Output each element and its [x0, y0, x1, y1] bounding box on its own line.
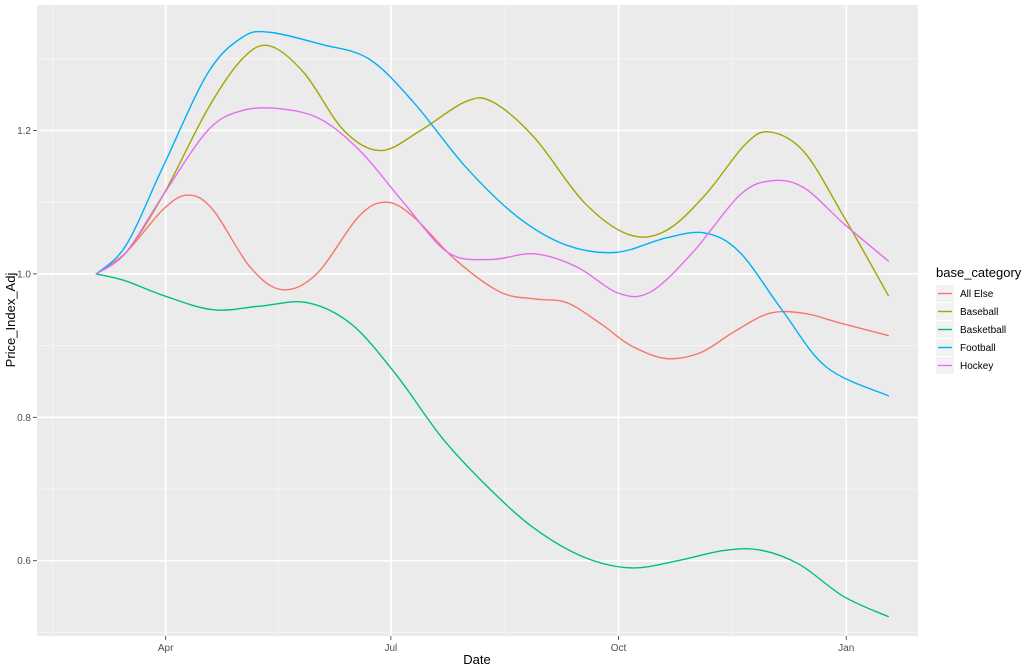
x-axis-title: Date: [463, 652, 490, 667]
series-line-baseball: [95, 44, 889, 297]
legend-item-football: Football: [936, 339, 996, 356]
major-gridlines: [37, 5, 918, 636]
x-tick-label: Apr: [158, 643, 174, 654]
y-tick-label: 0.6: [17, 556, 31, 567]
legend-item-hockey: Hockey: [936, 357, 993, 374]
y-axis: 0.6 0.8 1.0 1.2: [17, 126, 37, 567]
x-tick-label: Oct: [611, 643, 627, 654]
series-lines: [95, 30, 889, 618]
series-line-hockey: [95, 107, 889, 298]
y-axis-title: Price_Index_Adj: [3, 273, 18, 368]
legend: base_category All Else Baseball Basketball…: [936, 265, 1022, 374]
y-tick-label: 0.8: [17, 413, 31, 424]
legend-item-all-else: All Else: [936, 285, 994, 302]
x-tick-label: Jul: [384, 643, 397, 654]
plot-panel: [37, 5, 918, 636]
y-tick-label: 1.2: [17, 126, 31, 137]
legend-label: All Else: [960, 289, 994, 300]
y-tick-label: 1.0: [17, 269, 31, 280]
legend-label: Hockey: [960, 361, 993, 372]
series-line-football: [95, 30, 889, 397]
legend-item-basketball: Basketball: [936, 321, 1006, 338]
series-line-all-else: [95, 194, 889, 360]
legend-title: base_category: [936, 265, 1022, 280]
x-axis: Apr Jul Oct Jan: [158, 636, 854, 654]
legend-label: Baseball: [960, 307, 998, 318]
x-tick-label: Jan: [838, 643, 854, 654]
legend-item-baseball: Baseball: [936, 303, 998, 320]
series-line-basketball: [95, 273, 889, 618]
legend-label: Basketball: [960, 325, 1006, 336]
legend-label: Football: [960, 343, 996, 354]
